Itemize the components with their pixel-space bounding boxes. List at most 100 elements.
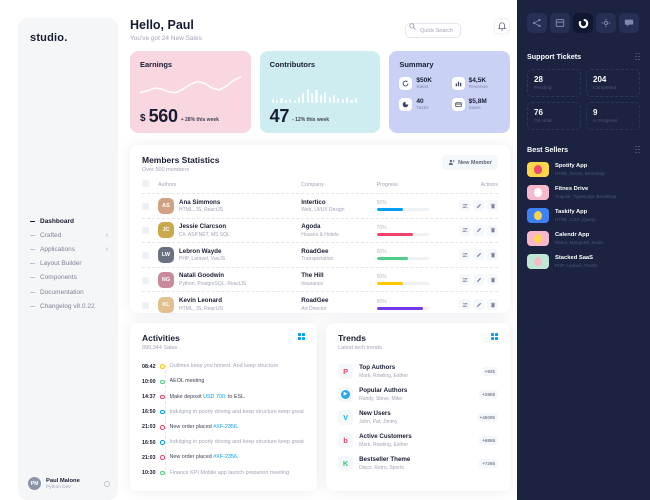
activity-text: Finance KPI Mobile app launch preparion … bbox=[169, 469, 290, 476]
share-button[interactable] bbox=[527, 13, 547, 33]
product-thumbnail bbox=[527, 254, 549, 269]
page-subtitle: You've got 24 New Sales bbox=[130, 35, 202, 42]
delete-button[interactable] bbox=[487, 224, 499, 236]
row-checkbox[interactable] bbox=[142, 276, 149, 284]
activity-link[interactable]: #XF-2356 bbox=[213, 454, 237, 461]
summary-item-sales2: $5,8M Sales bbox=[451, 98, 500, 111]
activity-text: New order placed bbox=[169, 454, 214, 461]
layout-button[interactable] bbox=[550, 13, 570, 33]
progress-label: 50% bbox=[376, 274, 387, 281]
author-name[interactable]: Lebron Wayde bbox=[179, 247, 222, 255]
list-item[interactable]: b Active Customers Mark, Rowling, Esther … bbox=[338, 429, 498, 452]
product-title: Taskify App bbox=[555, 209, 588, 216]
settings-button[interactable] bbox=[459, 249, 471, 261]
summary-value: 40 bbox=[416, 98, 424, 105]
list-item[interactable]: K Bestseller Theme Disco, Retro, Sports +… bbox=[338, 452, 498, 475]
activity-item: 21:03 New order placed #XF-2356. bbox=[142, 450, 305, 465]
chat-button[interactable] bbox=[619, 13, 639, 33]
settings-button[interactable] bbox=[459, 299, 471, 311]
sliders-icon bbox=[462, 302, 467, 307]
list-item[interactable]: Calendr App React, MangoDb, Node bbox=[527, 231, 640, 246]
trends-header: Trends Latest tech trends bbox=[338, 333, 498, 351]
ticket-stat-inprogress: 9 In Progress bbox=[586, 102, 640, 130]
product-title: Calendr App bbox=[555, 232, 590, 239]
sidebar-item-dashboard[interactable]: Dashboard bbox=[18, 214, 118, 228]
list-item[interactable]: P Top Authors Mark, Rowling, Esther +82$ bbox=[338, 360, 498, 383]
sidebar-item-crafted[interactable]: Crafted › bbox=[18, 228, 118, 242]
sliders-icon bbox=[462, 228, 467, 233]
list-item[interactable]: ▶ Popular Authors Randy, Steve, Mike +280… bbox=[338, 383, 498, 406]
row-checkbox[interactable] bbox=[142, 251, 149, 259]
activity-item: 21:03 New order placed #XF-2356. bbox=[142, 420, 305, 435]
activity-text: Make deposit bbox=[169, 393, 204, 400]
list-item[interactable]: Fitnes Drive Angular, Typescript, Bootstr… bbox=[527, 185, 640, 200]
earnings-sparkline bbox=[140, 69, 241, 109]
search-input[interactable] bbox=[405, 23, 461, 38]
product-subtitle: React, MangoDb, Node bbox=[555, 239, 604, 245]
activity-item: 08:42 Outlines keep you honest. And keep … bbox=[142, 359, 305, 374]
table-row: NG Natali Goodwin Python, PostgreSQL, Rea… bbox=[142, 268, 499, 293]
apps-icon[interactable] bbox=[491, 333, 498, 340]
list-item[interactable]: Stacked SaaS PHP, Laravel, Oracle bbox=[527, 254, 640, 269]
trend-names: Disco, Retro, Sports bbox=[359, 464, 404, 471]
menu-dots-icon[interactable] bbox=[635, 52, 640, 61]
settings-button[interactable] bbox=[459, 224, 471, 236]
company-field: Insurance bbox=[301, 280, 324, 287]
loader-icon bbox=[578, 18, 588, 28]
sidebar-item-layout-builder[interactable]: Layout Builder bbox=[18, 257, 118, 271]
sidebar-item-changelog[interactable]: Changelog v8.0.22 bbox=[18, 299, 118, 313]
edit-button[interactable] bbox=[473, 200, 485, 212]
sidebar-item-components[interactable]: Components bbox=[18, 271, 118, 285]
dash-icon bbox=[30, 248, 35, 250]
delete-button[interactable] bbox=[487, 274, 499, 286]
settings-button[interactable] bbox=[459, 200, 471, 212]
row-checkbox[interactable] bbox=[142, 202, 149, 210]
row-checkbox[interactable] bbox=[142, 227, 149, 235]
settings-button[interactable] bbox=[459, 274, 471, 286]
list-item[interactable]: V New Users John, Pat, Jimmy +4500$ bbox=[338, 406, 498, 429]
activity-time: 08:42 bbox=[142, 363, 156, 370]
edit-button[interactable] bbox=[473, 299, 485, 311]
apps-icon[interactable] bbox=[298, 333, 306, 340]
sidebar-item-label: Documentation bbox=[40, 288, 84, 296]
sidebar-item-applications[interactable]: Applications › bbox=[18, 242, 118, 256]
summary-title: Summary bbox=[399, 60, 434, 69]
list-item[interactable]: Taskify App HTML, CSS, jQuery bbox=[527, 208, 640, 223]
column-authors: Authors bbox=[158, 181, 177, 188]
menu-dots-icon[interactable] bbox=[635, 145, 640, 154]
ticket-value: 9 bbox=[593, 108, 598, 117]
sidebar-item-documentation[interactable]: Documentation bbox=[18, 285, 118, 299]
delete-button[interactable] bbox=[487, 249, 499, 261]
edit-button[interactable] bbox=[473, 274, 485, 286]
user-profile[interactable]: PM Paul Malone Python Dev bbox=[28, 477, 110, 490]
author-name[interactable]: Jessie Clarcson bbox=[179, 223, 227, 231]
gear-icon[interactable] bbox=[104, 480, 110, 487]
author-name[interactable]: Ana Simmons bbox=[179, 198, 221, 206]
delete-button[interactable] bbox=[487, 299, 499, 311]
edit-button[interactable] bbox=[473, 249, 485, 261]
notifications-button[interactable] bbox=[494, 18, 510, 34]
edit-button[interactable] bbox=[473, 224, 485, 236]
activity-link[interactable]: #XF-2356 bbox=[213, 423, 237, 430]
column-actions: Actions bbox=[480, 181, 499, 188]
dash-icon bbox=[30, 305, 35, 307]
activity-time: 10:30 bbox=[142, 469, 156, 476]
activity-item: 16:50 Indulging in poorly driving and kee… bbox=[142, 405, 305, 420]
author-name[interactable]: Kevin Leonard bbox=[179, 297, 222, 305]
activity-text: Outlines keep you honest. And keep struc… bbox=[169, 363, 279, 370]
activity-time: 14:37 bbox=[142, 393, 156, 400]
activity-link[interactable]: USD 700 bbox=[203, 393, 225, 400]
new-member-button[interactable]: New Member bbox=[442, 155, 498, 170]
select-all-checkbox[interactable] bbox=[142, 180, 149, 187]
loader-button[interactable] bbox=[573, 13, 593, 33]
pencil-icon bbox=[476, 252, 481, 258]
author-name[interactable]: Natali Goodwin bbox=[179, 272, 225, 280]
list-item[interactable]: Spotify App HTML, SASS, Bootstrap bbox=[527, 162, 640, 177]
row-checkbox[interactable] bbox=[142, 301, 149, 309]
settings-button[interactable] bbox=[596, 13, 616, 33]
summary-value: $50K bbox=[416, 77, 432, 84]
header-checkbox-cell bbox=[142, 180, 158, 189]
delete-button[interactable] bbox=[487, 200, 499, 212]
brand-icon: b bbox=[338, 433, 354, 448]
support-tickets-header: Support Tickets bbox=[527, 52, 640, 61]
